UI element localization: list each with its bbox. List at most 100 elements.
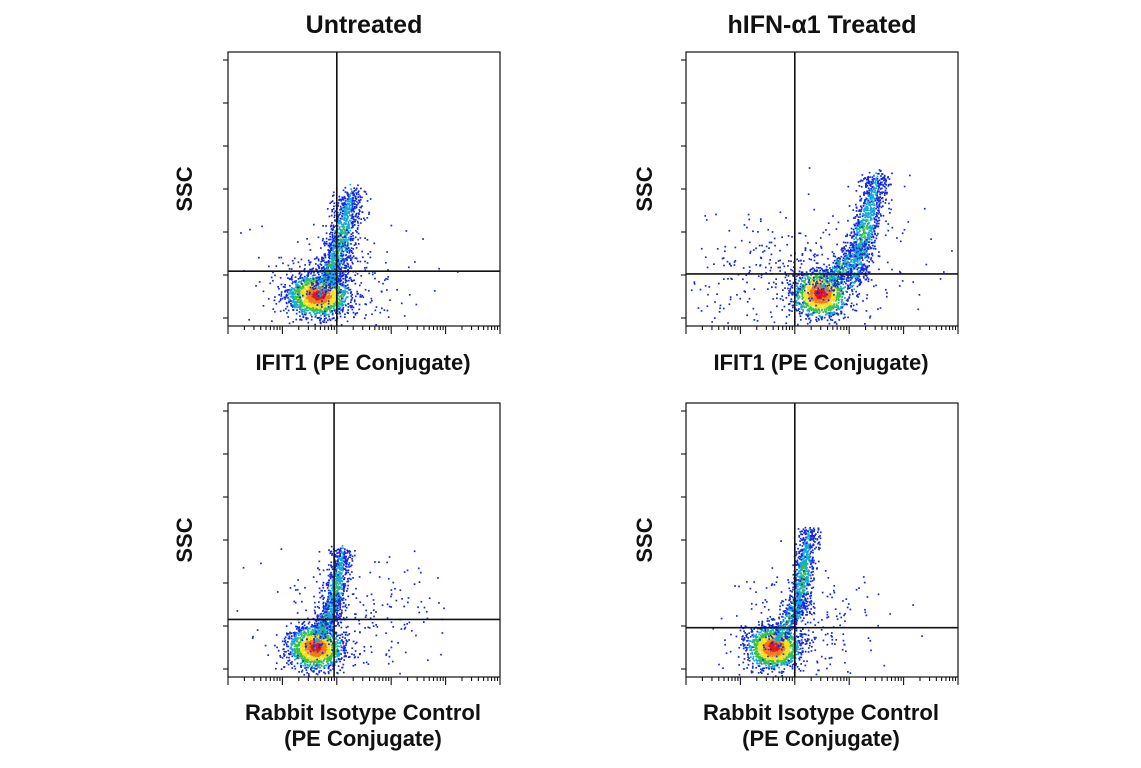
event-point	[885, 180, 887, 183]
event-point	[337, 275, 339, 278]
event-point	[334, 243, 337, 246]
event-point	[344, 299, 346, 302]
event-point	[356, 228, 359, 230]
event-point	[312, 288, 315, 290]
event-point	[324, 310, 326, 313]
event-point	[347, 215, 349, 218]
event-point	[807, 305, 809, 307]
event-point	[868, 236, 870, 239]
event-point	[343, 195, 346, 198]
event-point	[844, 297, 846, 299]
event-point	[284, 284, 286, 286]
event-point	[817, 307, 820, 310]
event-point	[823, 308, 826, 311]
event-point	[872, 201, 874, 204]
event-point	[350, 214, 352, 217]
event-point	[801, 292, 803, 295]
event-point	[316, 271, 319, 273]
event-point	[310, 271, 313, 273]
event-point	[805, 318, 807, 320]
event-point	[347, 208, 350, 210]
event-point	[330, 295, 332, 297]
event-point	[339, 315, 342, 318]
event-point	[869, 224, 871, 227]
event-point	[279, 299, 282, 302]
event-point	[289, 289, 291, 292]
event-point	[340, 255, 342, 257]
event-point	[823, 301, 825, 304]
event-point	[877, 212, 879, 215]
event-point	[303, 292, 305, 294]
event-point	[820, 273, 823, 276]
event-point	[813, 259, 816, 262]
event-point	[332, 283, 335, 286]
event-point	[325, 307, 327, 310]
event-point	[818, 278, 821, 280]
event-point	[353, 218, 356, 221]
event-point	[315, 314, 317, 317]
event-point	[802, 284, 804, 286]
y-axis-label: SSC	[632, 166, 657, 211]
event-point	[862, 236, 864, 238]
event-point	[323, 259, 325, 262]
event-point	[351, 220, 354, 223]
event-point	[872, 203, 874, 206]
event-point	[344, 245, 347, 247]
event-point	[325, 299, 327, 302]
event-point	[850, 231, 853, 234]
event-point	[315, 277, 318, 279]
event-point	[294, 286, 297, 289]
event-point	[334, 263, 336, 265]
event-point	[345, 258, 347, 261]
event-point	[303, 300, 305, 303]
event-point	[345, 207, 348, 209]
event-point	[840, 312, 842, 315]
event-point	[831, 295, 834, 298]
event-point	[300, 300, 302, 303]
event-point	[877, 197, 879, 199]
event-point	[864, 238, 867, 241]
event-point	[808, 310, 811, 313]
event-point	[351, 192, 354, 195]
event-point	[352, 235, 354, 237]
event-point	[351, 205, 354, 207]
event-point	[792, 293, 795, 296]
event-point	[343, 226, 345, 229]
event-point	[303, 294, 306, 297]
event-point	[843, 287, 845, 289]
event-point	[273, 299, 276, 302]
event-point	[342, 297, 344, 300]
event-point	[818, 271, 821, 273]
event-point	[359, 195, 361, 198]
event-point	[323, 311, 326, 314]
event-point	[331, 195, 334, 197]
event-point	[279, 310, 282, 313]
event-point	[845, 252, 847, 255]
event-point	[348, 219, 351, 222]
event-point	[825, 308, 828, 311]
event-point	[845, 278, 848, 281]
event-point	[297, 281, 300, 283]
event-point	[345, 232, 348, 235]
event-point	[308, 294, 310, 296]
event-point	[327, 249, 330, 251]
event-point	[317, 292, 319, 294]
event-point	[843, 303, 846, 306]
event-point	[309, 292, 312, 295]
event-point	[337, 272, 339, 275]
event-point	[319, 282, 322, 285]
event-point	[299, 285, 301, 288]
event-point	[341, 217, 343, 219]
event-point	[830, 300, 832, 302]
event-point	[334, 241, 337, 243]
event-point	[329, 238, 331, 241]
event-point	[330, 265, 333, 268]
event-point	[820, 287, 822, 290]
event-point	[302, 291, 304, 293]
event-point	[345, 274, 347, 276]
event-point	[309, 291, 311, 294]
event-point	[291, 306, 294, 308]
event-point	[819, 281, 822, 284]
event-point	[322, 279, 324, 281]
